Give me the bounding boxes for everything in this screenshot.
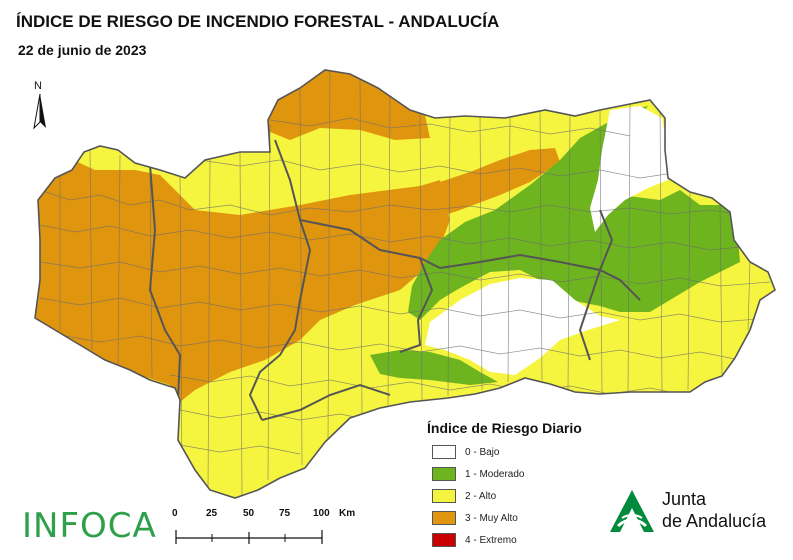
region-muy-alto-north xyxy=(265,70,430,140)
junta-line2: de Andalucía xyxy=(662,511,767,531)
legend-label: 0 - Bajo xyxy=(465,446,500,458)
scale-tick-label: 0 xyxy=(172,508,178,519)
scale-bar-graphic xyxy=(175,530,323,544)
legend-swatch-alto xyxy=(432,489,456,503)
legend-item-moderado: 1 - Moderado xyxy=(432,466,524,482)
scale-unit: Km xyxy=(339,508,356,519)
legend-label: 2 - Alto xyxy=(465,490,497,502)
scale-bar: 0 25 50 75 100 Km xyxy=(172,508,372,552)
junta-de-andalucia-logo: Junta de Andalucía xyxy=(662,488,766,532)
municipal-borders xyxy=(39,70,771,496)
legend-swatch-moderado xyxy=(432,467,456,481)
map-date: 22 de junio de 2023 xyxy=(18,42,147,58)
scale-tick-label: 75 xyxy=(279,508,291,519)
legend-title: Índice de Riesgo Diario xyxy=(427,420,582,436)
scale-tick-label: 50 xyxy=(243,508,255,519)
province-borders xyxy=(148,139,641,421)
infoca-logo: INFOCA xyxy=(22,506,157,546)
legend-swatch-extremo xyxy=(432,533,456,547)
legend-swatch-bajo xyxy=(432,445,456,459)
legend-label: 1 - Moderado xyxy=(465,468,525,480)
region-muy-alto-west xyxy=(35,140,450,402)
scale-tick-label: 100 xyxy=(313,508,330,519)
north-arrow: N xyxy=(28,80,52,136)
region-muy-alto-east-strip xyxy=(440,148,560,215)
region-moderado-east xyxy=(408,106,740,320)
scale-tick-label: 25 xyxy=(206,508,218,519)
north-arrow-icon xyxy=(33,93,46,130)
region-bajo-center xyxy=(425,278,620,375)
junta-logo-icon xyxy=(610,490,654,532)
region-bajo-northeast xyxy=(590,106,668,232)
map-title: ÍNDICE DE RIESGO DE INCENDIO FORESTAL - … xyxy=(16,12,500,31)
region-moderado-southwest xyxy=(370,350,498,385)
legend-item-alto: 2 - Alto xyxy=(432,488,496,504)
legend-item-muy-alto: 3 - Muy Alto xyxy=(432,510,518,526)
legend-label: 3 - Muy Alto xyxy=(465,512,518,524)
junta-line1: Junta xyxy=(662,489,707,509)
north-label: N xyxy=(34,80,42,92)
legend-label: 4 - Extremo xyxy=(465,534,517,546)
legend-item-bajo: 0 - Bajo xyxy=(432,444,499,460)
legend-swatch-muy-alto xyxy=(432,511,456,525)
legend-item-extremo: 4 - Extremo xyxy=(432,532,517,548)
